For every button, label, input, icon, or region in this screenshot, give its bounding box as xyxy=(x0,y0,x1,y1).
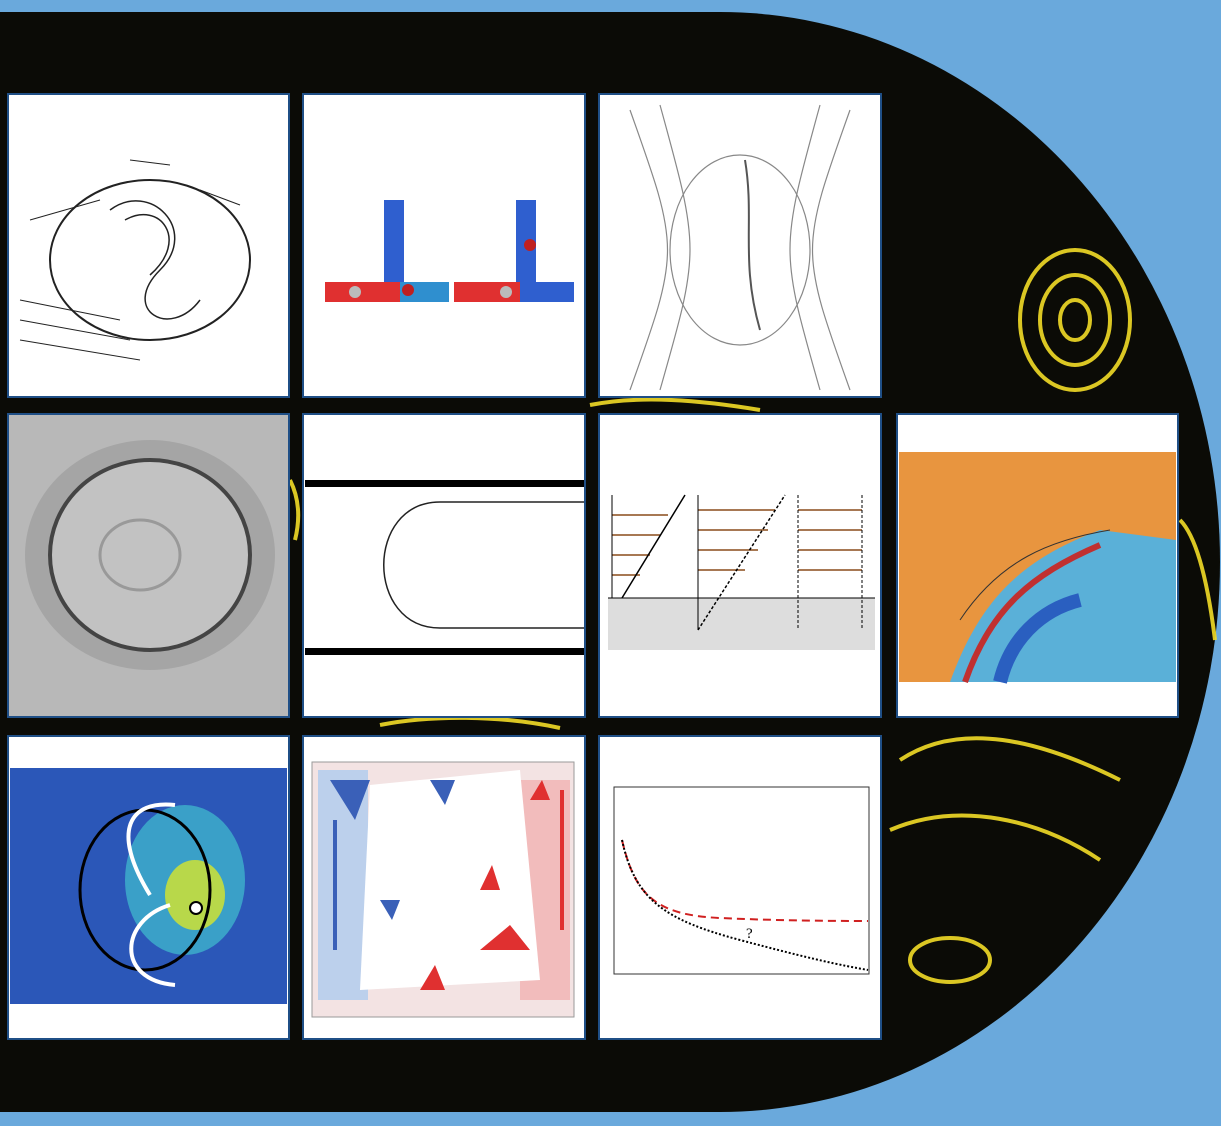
colormap xyxy=(899,452,1176,684)
panel xyxy=(302,93,586,398)
panel xyxy=(302,413,586,718)
annotation: ? xyxy=(746,926,753,942)
yellow-swirls xyxy=(288,248,1217,984)
drop-ring xyxy=(25,440,275,670)
shear-profiles xyxy=(608,494,875,650)
panel xyxy=(598,735,882,1040)
vector-field xyxy=(10,768,287,1004)
streamlines xyxy=(629,104,851,391)
plume-cartoon xyxy=(311,761,575,1018)
panel xyxy=(7,93,290,398)
decay-plot: ? xyxy=(613,786,870,975)
panel xyxy=(598,93,882,398)
vortex-sketch xyxy=(19,159,251,361)
finger-channel xyxy=(305,480,584,655)
t-junction xyxy=(325,200,574,302)
